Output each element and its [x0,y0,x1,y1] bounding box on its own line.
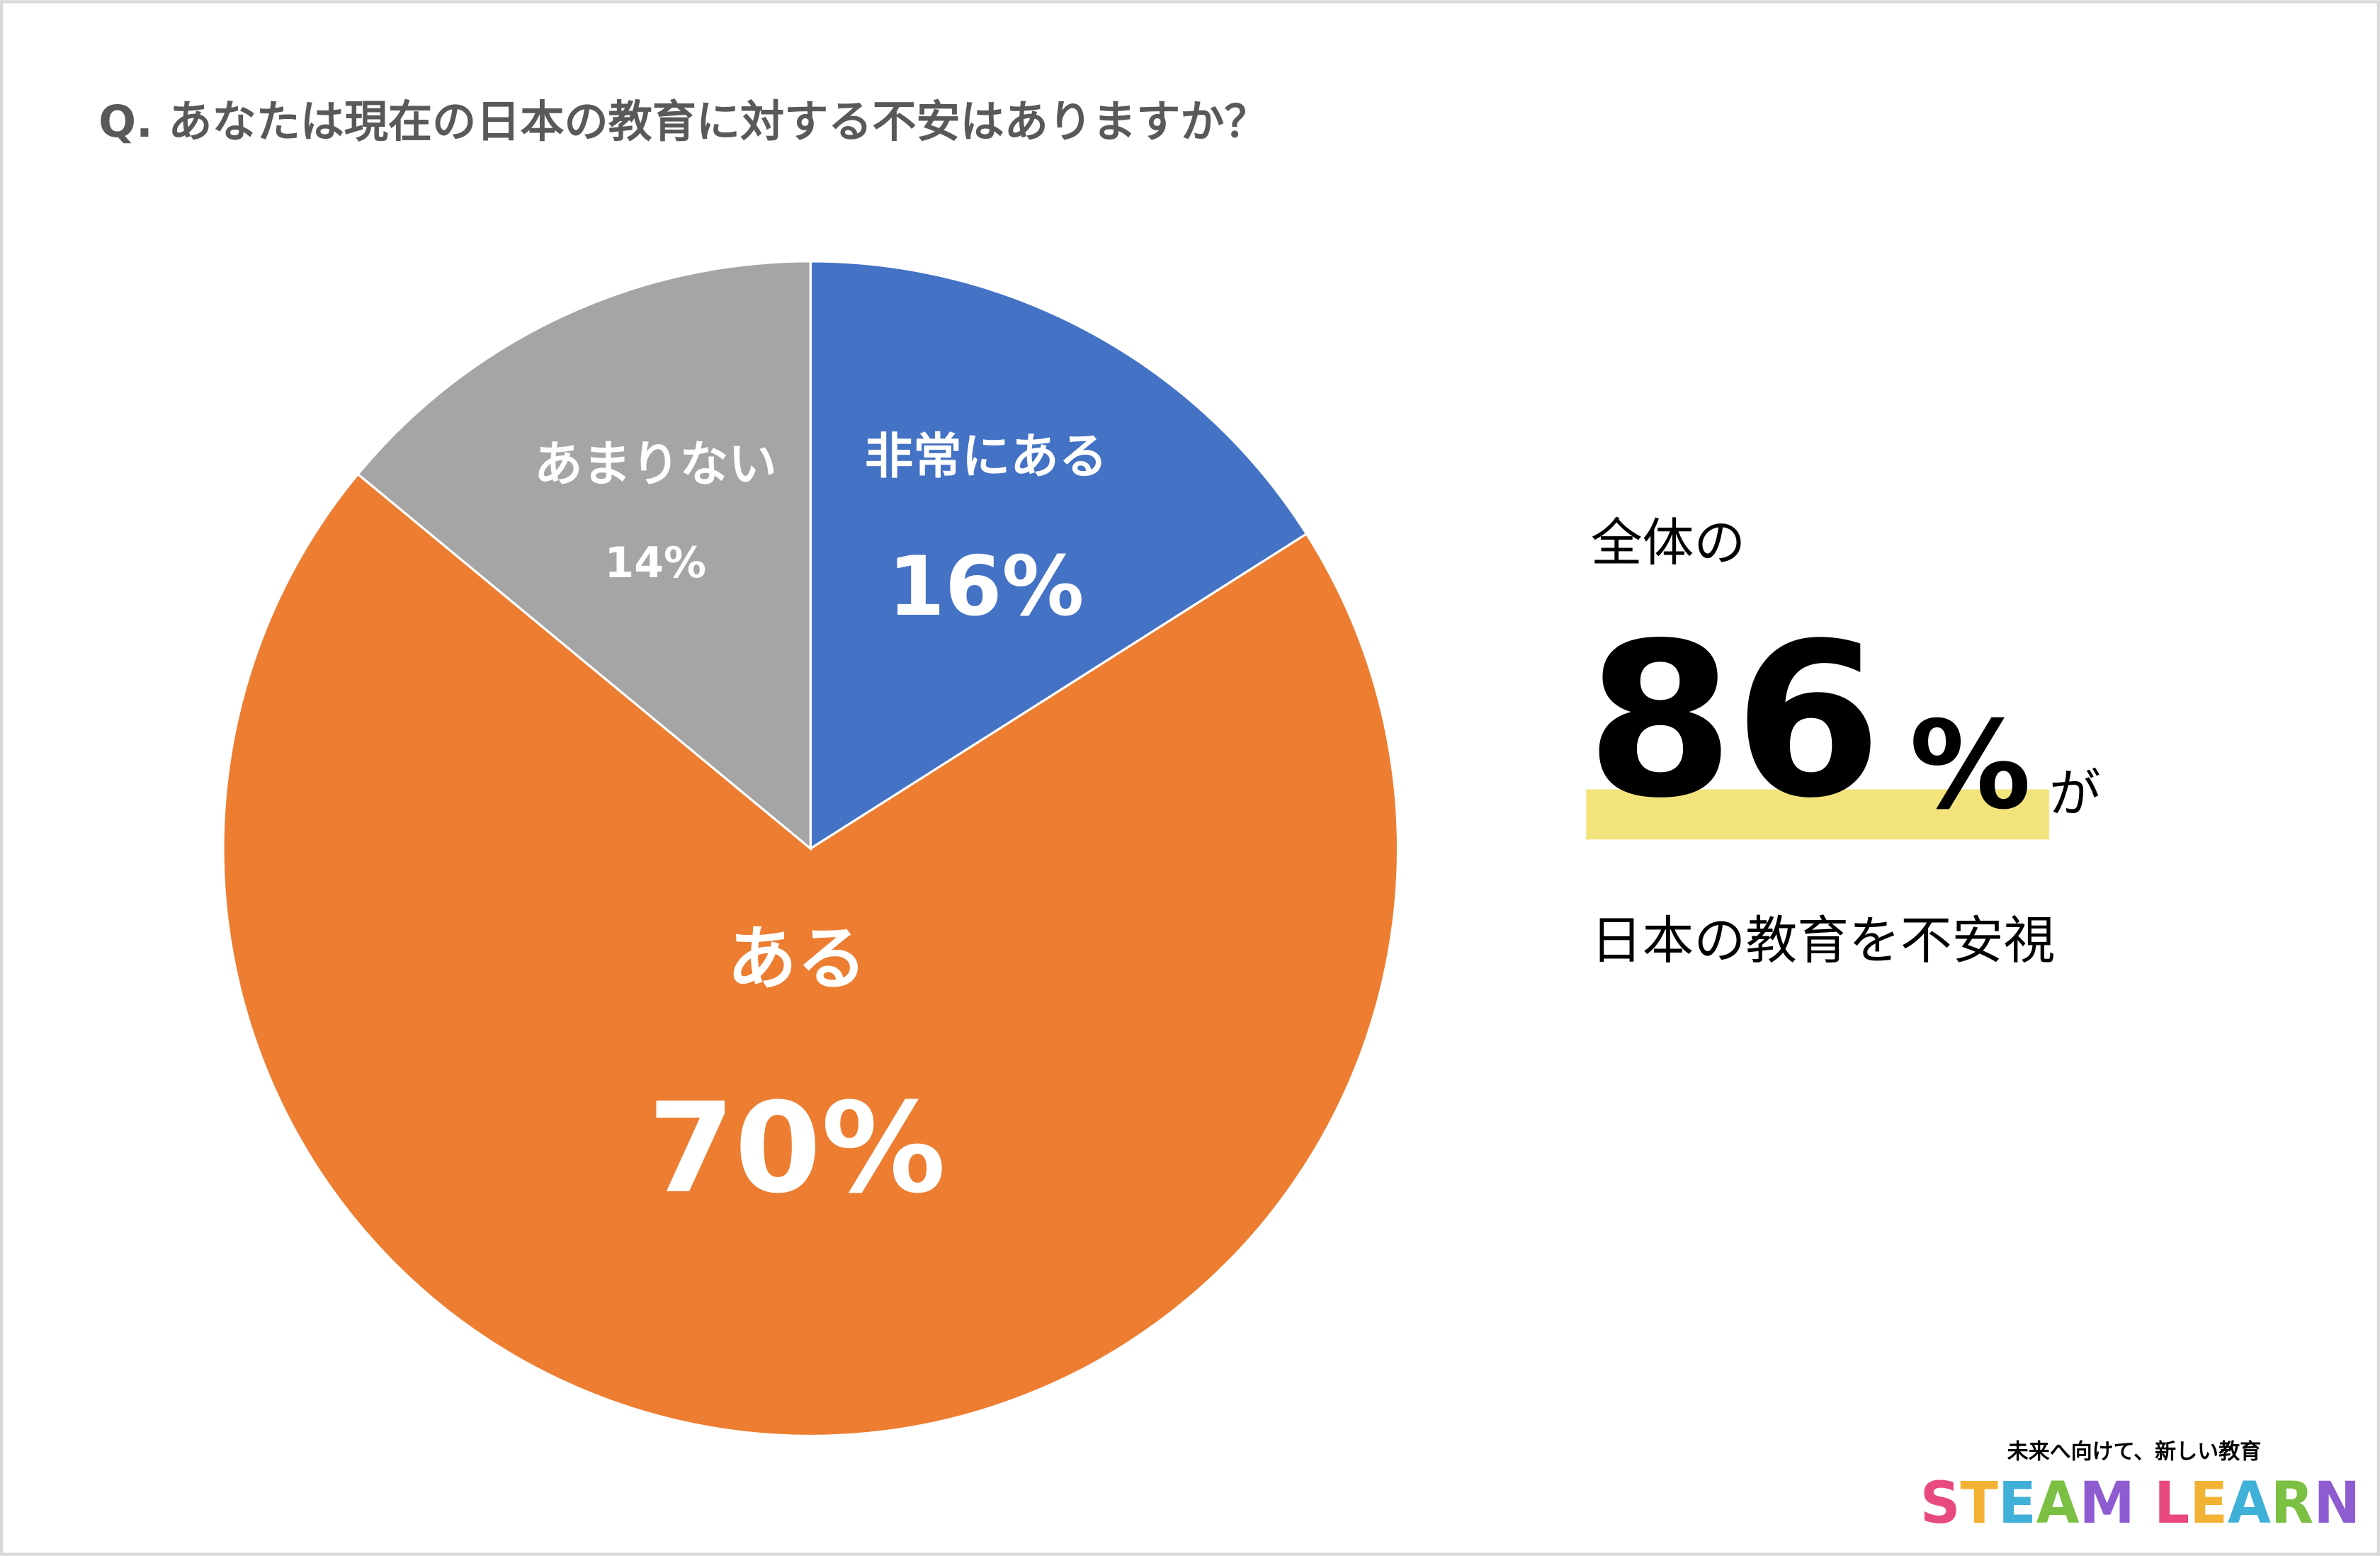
pie-slice [809,260,1308,851]
annotation-suffix: が [2049,763,2101,824]
data-label: 16% [888,540,1084,635]
logo-name: STEAM LEARN [1920,1470,2360,1538]
slice-label: あまりない [534,436,777,493]
slice-label: 非常にある [865,428,1108,485]
chart-title: Q. あなたは現在の日本の教育に対する不安はありますか？ [98,96,1268,147]
data-label: 70% [648,1077,946,1221]
pie-slice [222,472,1400,1438]
logo-tagline: 未来へ向けて、新しい教育 [2007,1439,2262,1464]
annotation-line1: 全体の [1591,513,1746,574]
annotation-unit: % [1910,695,2032,836]
annotation-line3: 日本の教育を不安視 [1591,911,2056,971]
annotation-number: 86 [1586,598,1881,845]
highlight [1586,789,2049,840]
pie-slice [356,260,812,851]
slice-label: ある [727,919,866,1000]
data-label: 14% [605,538,707,588]
